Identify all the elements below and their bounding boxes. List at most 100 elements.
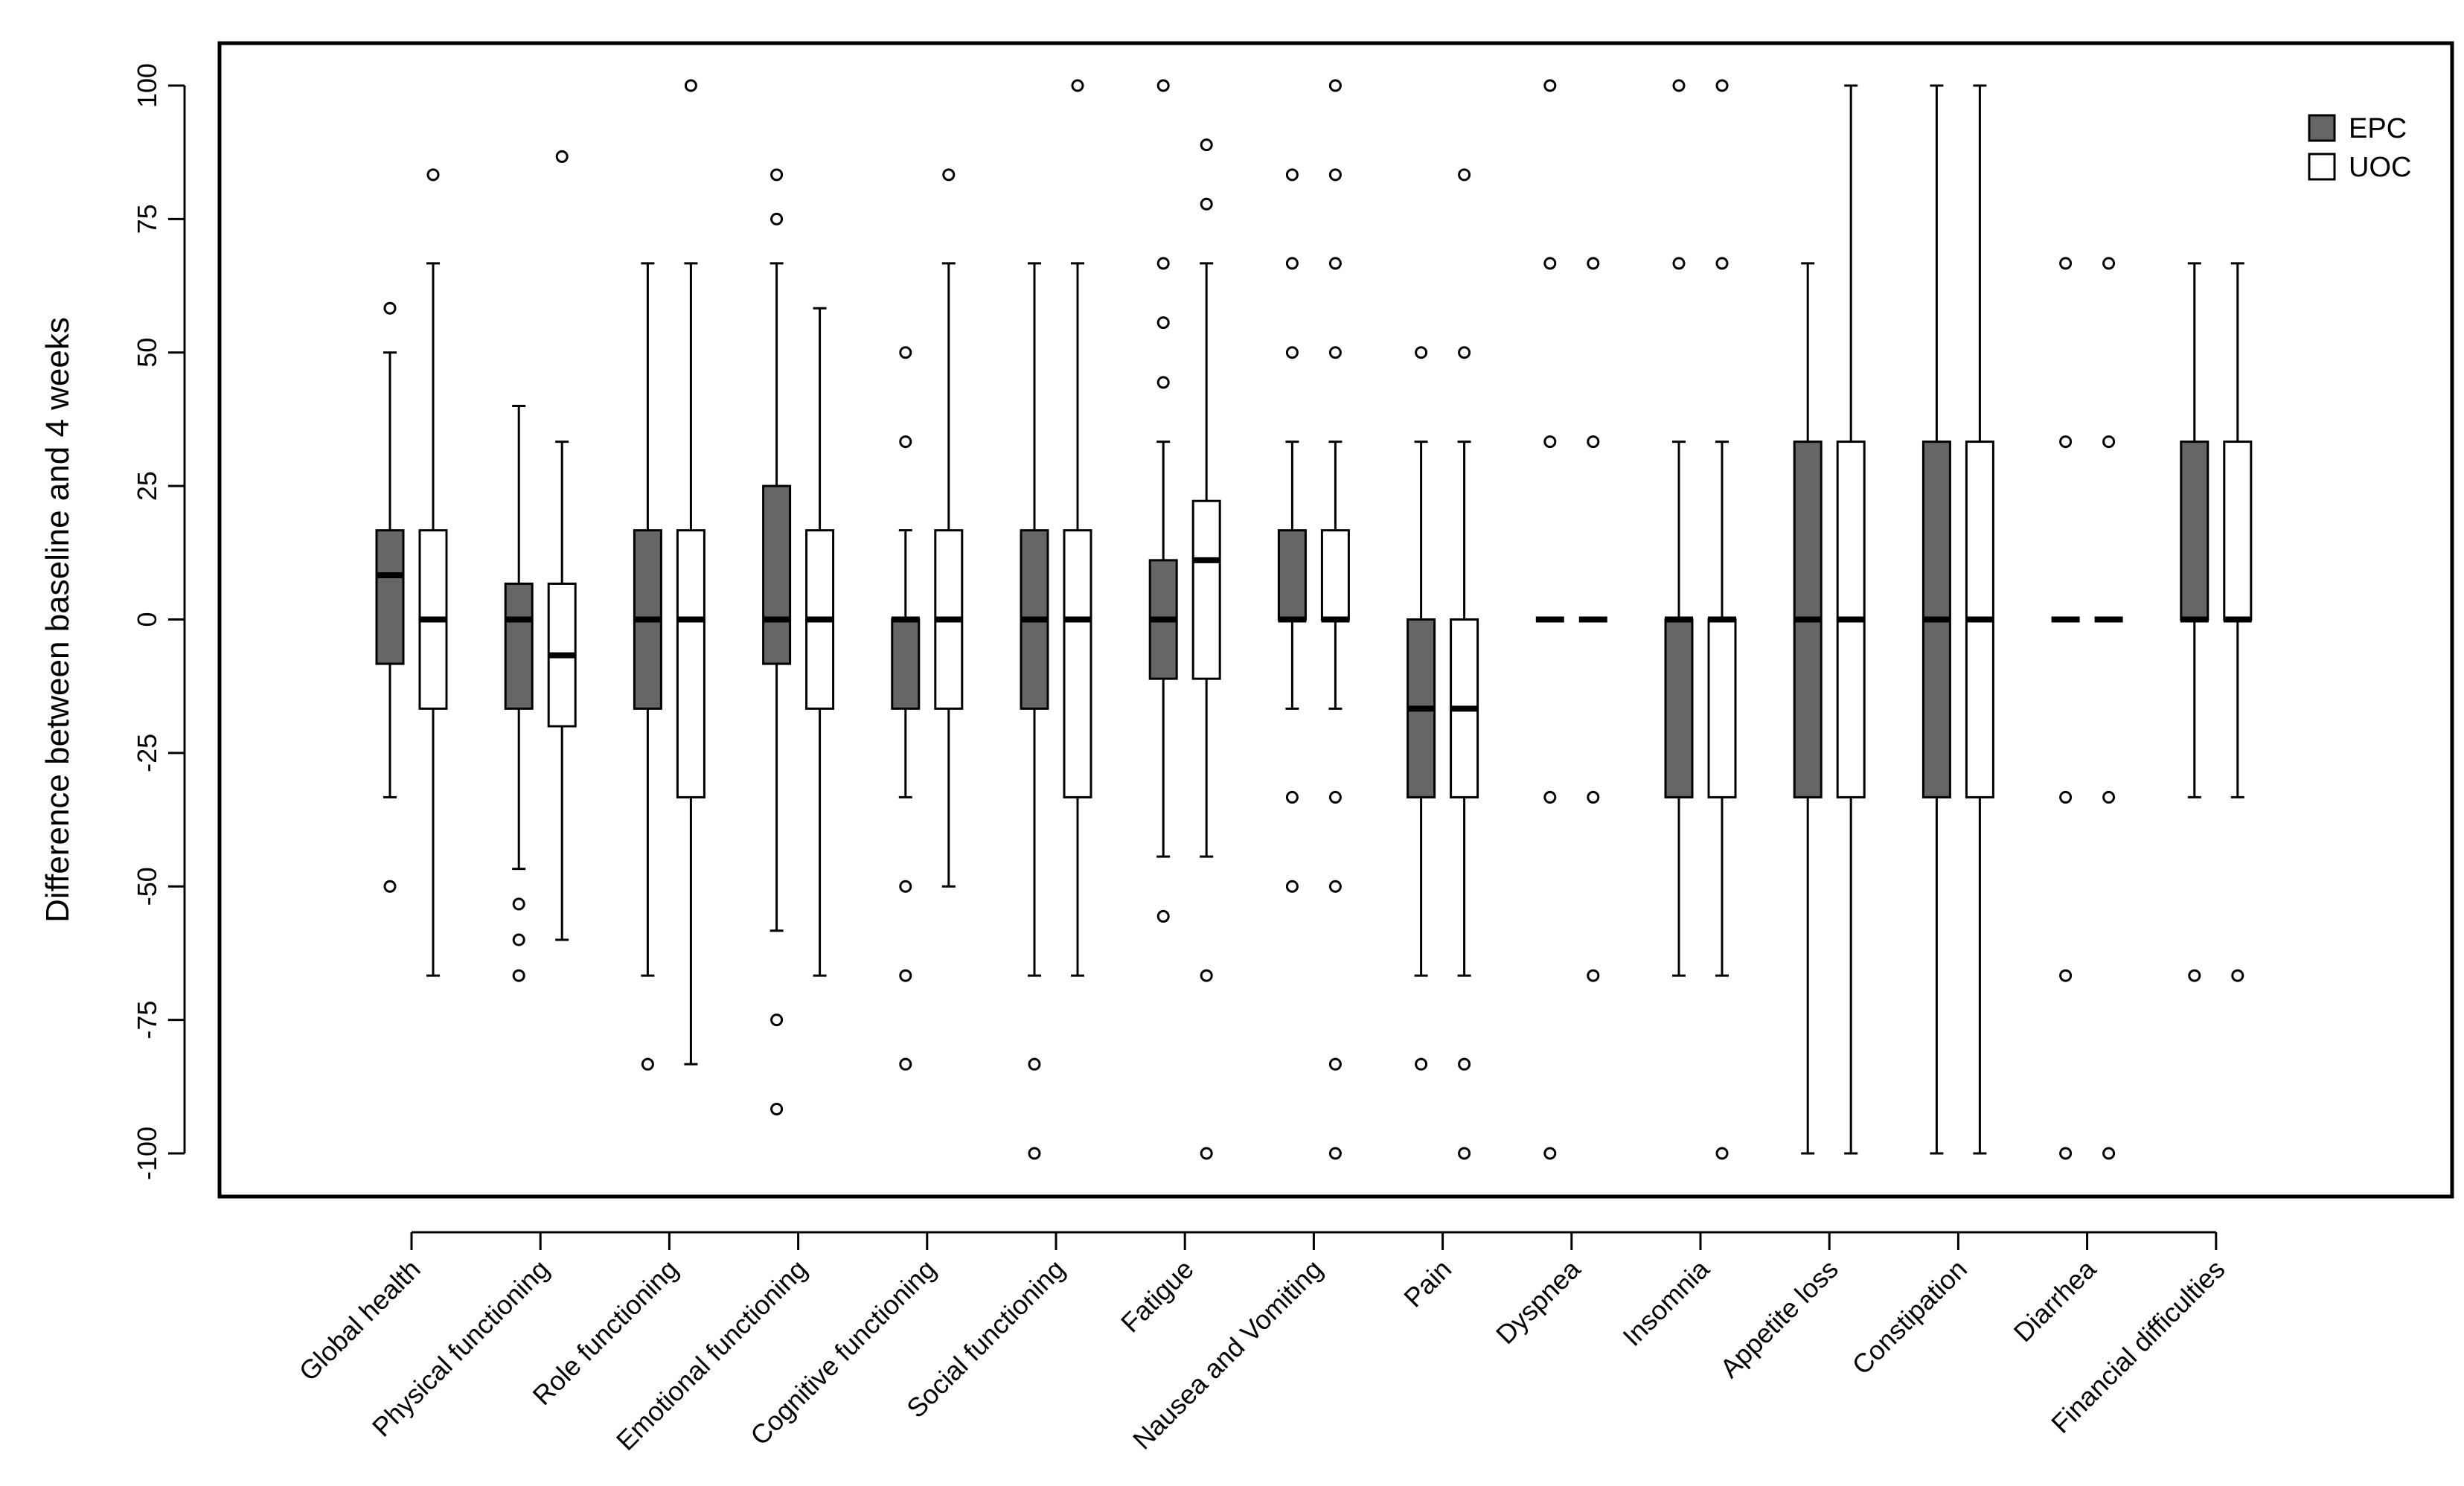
box-uoc <box>547 150 577 941</box>
y-axis-title: Difference between baseline and 4 weeks <box>39 317 76 923</box>
outlier-point <box>2102 1147 2116 1160</box>
outlier-point <box>1285 168 1299 182</box>
category-group <box>1407 168 1479 1160</box>
box-groups <box>375 79 2253 1160</box>
outlier-point <box>1543 1147 1557 1160</box>
outlier-point <box>1156 909 1170 923</box>
outlier-point <box>1543 79 1557 92</box>
outlier-point <box>1587 790 1600 804</box>
outlier-point <box>2102 790 2116 804</box>
x-category-label: Appetite loss <box>1714 1254 1844 1384</box>
iqr-box <box>2223 441 2253 621</box>
category-group <box>1148 79 1221 1160</box>
outlier-point <box>1328 79 1342 92</box>
box-uoc <box>805 307 835 977</box>
outlier-point <box>684 79 697 92</box>
outlier-point <box>1285 257 1299 270</box>
outlier-point <box>1415 1057 1428 1071</box>
outlier-point <box>1200 197 1213 211</box>
outlier-point <box>641 1057 654 1071</box>
outlier-point <box>1285 346 1299 359</box>
plot-frame <box>217 41 2454 1199</box>
box-epc <box>633 262 662 1071</box>
box-epc <box>1535 79 1564 1160</box>
outlier-point <box>1543 257 1557 270</box>
outlier-point <box>1415 346 1428 359</box>
box-epc <box>1793 262 1823 1155</box>
outlier-point <box>1672 79 1686 92</box>
box-uoc <box>2223 262 2253 982</box>
category-group <box>762 168 835 1115</box>
iqr-box <box>1320 529 1350 621</box>
legend-label: UOC <box>2349 152 2411 183</box>
y-tick-label: -75 <box>132 1001 162 1040</box>
box-uoc <box>1191 138 1221 1160</box>
outlier-point <box>426 168 440 182</box>
category-group <box>1020 79 1092 1160</box>
box-uoc <box>1707 79 1737 1160</box>
outlier-point <box>1156 79 1170 92</box>
box-epc <box>891 346 921 1071</box>
outlier-point <box>1156 376 1170 389</box>
outlier-point <box>1285 880 1299 893</box>
legend-item-uoc: UOC <box>2308 152 2411 183</box>
iqr-box <box>762 484 792 665</box>
outlier-point <box>1328 1147 1342 1160</box>
category-group <box>1921 84 1994 1155</box>
legend-swatch <box>2308 153 2336 181</box>
outlier-point <box>1328 1057 1342 1071</box>
y-tick-label: -25 <box>132 734 162 772</box>
box-epc <box>2180 262 2209 982</box>
outlier-point <box>770 168 784 182</box>
outlier-point <box>1715 79 1729 92</box>
x-category-label: Diarrhea <box>2008 1253 2102 1348</box>
category-group <box>1793 84 1866 1155</box>
box-epc <box>504 405 534 982</box>
box-epc <box>2051 257 2080 1160</box>
box-uoc <box>1320 79 1350 1160</box>
outlier-point <box>770 1102 784 1115</box>
outlier-point <box>2059 1147 2073 1160</box>
iqr-box <box>1707 618 1737 798</box>
outlier-point <box>770 212 784 225</box>
outlier-point <box>899 880 912 893</box>
iqr-box <box>375 529 405 665</box>
box-epc <box>1921 84 1951 1155</box>
outlier-point <box>1587 435 1600 449</box>
outlier-point <box>512 969 525 982</box>
x-category-label: Global health <box>293 1254 426 1387</box>
box-uoc <box>1836 84 1866 1155</box>
category-group <box>2051 257 2123 1160</box>
legend-label: EPC <box>2349 113 2407 144</box>
box-epc <box>1664 79 1694 977</box>
outlier-point <box>512 933 525 947</box>
box-epc <box>1020 262 1049 1160</box>
legend: EPC UOC <box>2308 113 2411 183</box>
iqr-box <box>1664 618 1694 798</box>
category-group <box>633 79 705 1071</box>
category-group <box>1277 79 1350 1160</box>
outlier-point <box>1328 168 1342 182</box>
category-group <box>504 150 577 982</box>
box-epc <box>1277 168 1307 893</box>
box-uoc <box>1063 79 1092 977</box>
y-tick-label: 0 <box>132 612 162 627</box>
category-group <box>2180 262 2253 982</box>
outlier-point <box>2231 969 2244 982</box>
outlier-point <box>383 880 397 893</box>
outlier-point <box>1715 1147 1729 1160</box>
outlier-point <box>2059 257 2073 270</box>
outlier-point <box>1543 435 1557 449</box>
outlier-point <box>1200 138 1213 152</box>
x-category-label: Dyspnea <box>1490 1253 1587 1350</box>
outlier-point <box>2059 790 2073 804</box>
category-group <box>891 168 964 1071</box>
y-tick-label: -100 <box>132 1127 162 1180</box>
iqr-box <box>676 529 705 798</box>
iqr-box <box>1063 529 1092 798</box>
y-tick-label: 25 <box>132 471 162 501</box>
legend-swatch <box>2308 114 2336 142</box>
box-uoc <box>1578 257 1607 982</box>
outlier-point <box>1328 790 1342 804</box>
box-uoc <box>934 168 964 888</box>
